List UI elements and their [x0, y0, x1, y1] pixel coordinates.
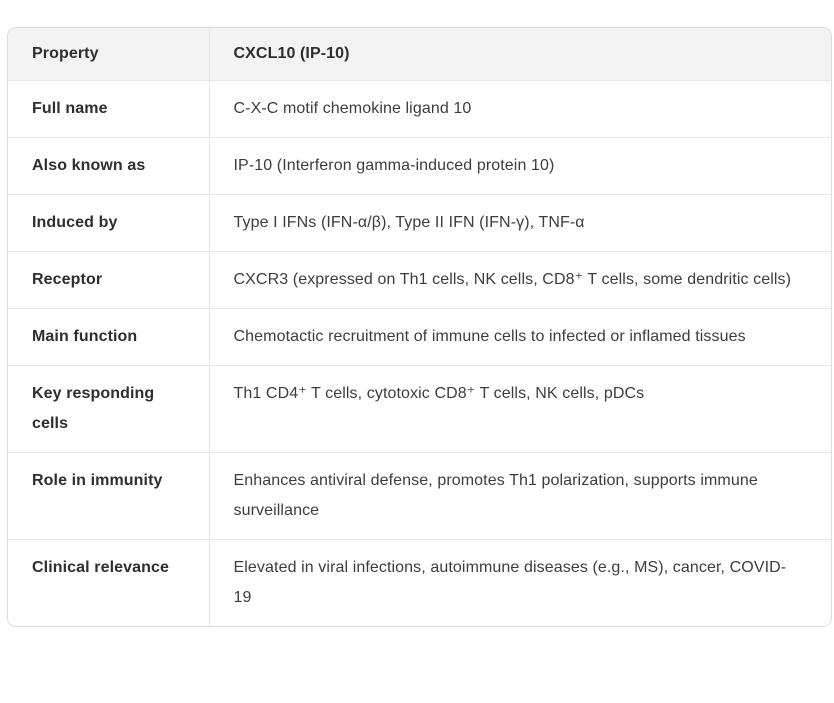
- table-row-key-responding-cells: Key responding cells Th1 CD4⁺ T cells, c…: [8, 365, 831, 453]
- property-cell: Role in immunity: [8, 452, 209, 540]
- table-row-main-function: Main function Chemotactic recruitment of…: [8, 308, 831, 366]
- property-cell: Clinical relevance: [8, 539, 209, 626]
- value-cell: Th1 CD4⁺ T cells, cytotoxic CD8⁺ T cells…: [208, 365, 831, 453]
- table-row-induced-by: Induced by Type I IFNs (IFN-α/β), Type I…: [8, 194, 831, 252]
- property-cell: Full name: [8, 80, 209, 138]
- value-cell: C-X-C motif chemokine ligand 10: [208, 80, 831, 138]
- value-cell: Enhances antiviral defense, promotes Th1…: [208, 452, 831, 540]
- header-row: Property CXCL10 (IP-10): [8, 28, 831, 81]
- property-cell: Induced by: [8, 194, 209, 252]
- value-cell: Chemotactic recruitment of immune cells …: [208, 308, 831, 366]
- property-cell: Receptor: [8, 251, 209, 309]
- value-cell: Type I IFNs (IFN-α/β), Type II IFN (IFN-…: [208, 194, 831, 252]
- column-header-cxcl10: CXCL10 (IP-10): [208, 28, 831, 81]
- value-cell: CXCR3 (expressed on Th1 cells, NK cells,…: [208, 251, 831, 309]
- table-row-clinical-relevance: Clinical relevance Elevated in viral inf…: [8, 539, 831, 626]
- value-cell: Elevated in viral infections, autoimmune…: [208, 539, 831, 626]
- table-row-also-known-as: Also known as IP-10 (Interferon gamma-in…: [8, 137, 831, 195]
- column-header-property: Property: [8, 28, 209, 81]
- table-row-full-name: Full name C-X-C motif chemokine ligand 1…: [8, 80, 831, 138]
- table-row-role-in-immunity: Role in immunity Enhances antiviral defe…: [8, 452, 831, 540]
- property-cell: Key responding cells: [8, 365, 209, 453]
- properties-table: Property CXCL10 (IP-10) Full name C-X-C …: [8, 28, 831, 626]
- value-cell: IP-10 (Interferon gamma-induced protein …: [208, 137, 831, 195]
- property-cell: Also known as: [8, 137, 209, 195]
- table-row-receptor: Receptor CXCR3 (expressed on Th1 cells, …: [8, 251, 831, 309]
- cxcl10-properties-table: Property CXCL10 (IP-10) Full name C-X-C …: [7, 27, 832, 627]
- property-cell: Main function: [8, 308, 209, 366]
